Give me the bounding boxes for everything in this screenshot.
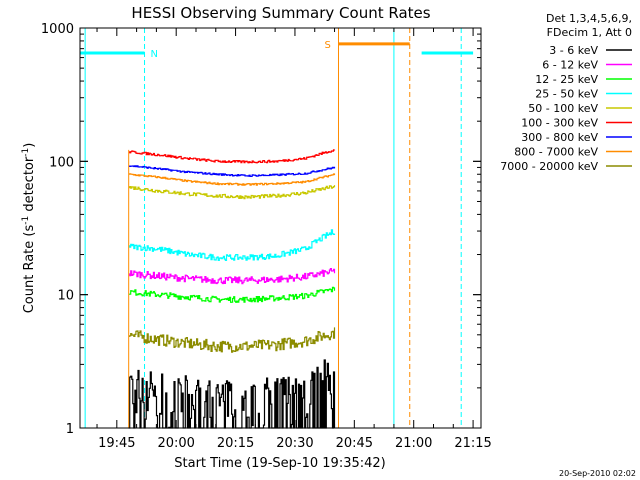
y-axis-label-part: detector — [22, 156, 37, 216]
x-axis-label: Start Time (19-Sep-10 19:35:42) — [174, 456, 385, 471]
x-axis: 19:45 20:00 20:15 20:30 20:45 21:00 21:15 — [96, 28, 492, 451]
x-tick-label: 20:00 — [157, 436, 194, 451]
chart-title: HESSI Observing Summary Count Rates — [131, 4, 430, 22]
legend-label: 12 - 25 keV — [535, 73, 598, 86]
x-tick-label: 21:00 — [395, 436, 432, 451]
series-line — [128, 327, 336, 353]
y-axis-label-part: Count Rate (s — [22, 225, 37, 314]
series-line — [128, 165, 336, 177]
flag-label-n: N — [151, 49, 158, 60]
y-tick-label: 1 — [66, 422, 74, 437]
legend-header: FDecim 1, Att 0 — [547, 26, 632, 39]
legend-header: Det 1,3,4,5,6,9, — [546, 12, 632, 25]
series-line — [128, 185, 336, 200]
x-tick-label: 20:45 — [336, 436, 373, 451]
y-axis-label: Count Rate (s-1 detector-1) — [21, 143, 37, 314]
x-tick-label: 20:15 — [217, 436, 254, 451]
flag-label-s: S — [324, 40, 330, 51]
legend-label: 50 - 100 keV — [528, 102, 598, 115]
x-tick-label: 20:30 — [276, 436, 313, 451]
x-tick-label: 19:45 — [98, 436, 135, 451]
footer-date: 20-Sep-2010 02:02 — [559, 469, 636, 478]
y-axis-label-part: ) — [22, 143, 37, 148]
y-axis-label-sup: -1 — [21, 148, 31, 157]
series-line — [128, 149, 336, 164]
series-line — [128, 286, 336, 303]
series-line — [128, 173, 336, 186]
y-tick-label: 10 — [57, 289, 74, 304]
y-tick-label: 1000 — [41, 22, 74, 37]
legend-label: 800 - 7000 keV — [514, 146, 598, 159]
series-line — [128, 359, 336, 429]
legend-label: 300 - 800 keV — [521, 131, 598, 144]
series-line — [128, 268, 336, 285]
series-line — [128, 229, 336, 261]
plot-frame — [79, 27, 482, 429]
legend: Det 1,3,4,5,6,9,FDecim 1, Att 0 3 - 6 keV… — [500, 12, 632, 173]
legend-label: 6 - 12 keV — [542, 59, 598, 72]
y-axis-label-sup: -1 — [21, 216, 31, 225]
legend-label: 3 - 6 keV — [549, 44, 598, 57]
legend-label: 25 - 50 keV — [535, 88, 598, 101]
x-tick-label: 21:15 — [454, 436, 491, 451]
legend-label: 7000 - 20000 keV — [500, 160, 598, 173]
y-tick-label: 100 — [49, 155, 74, 170]
legend-label: 100 - 300 keV — [521, 117, 598, 130]
data-layer: NS — [80, 28, 474, 429]
y-axis: 1 10 100 1000 — [41, 22, 481, 437]
